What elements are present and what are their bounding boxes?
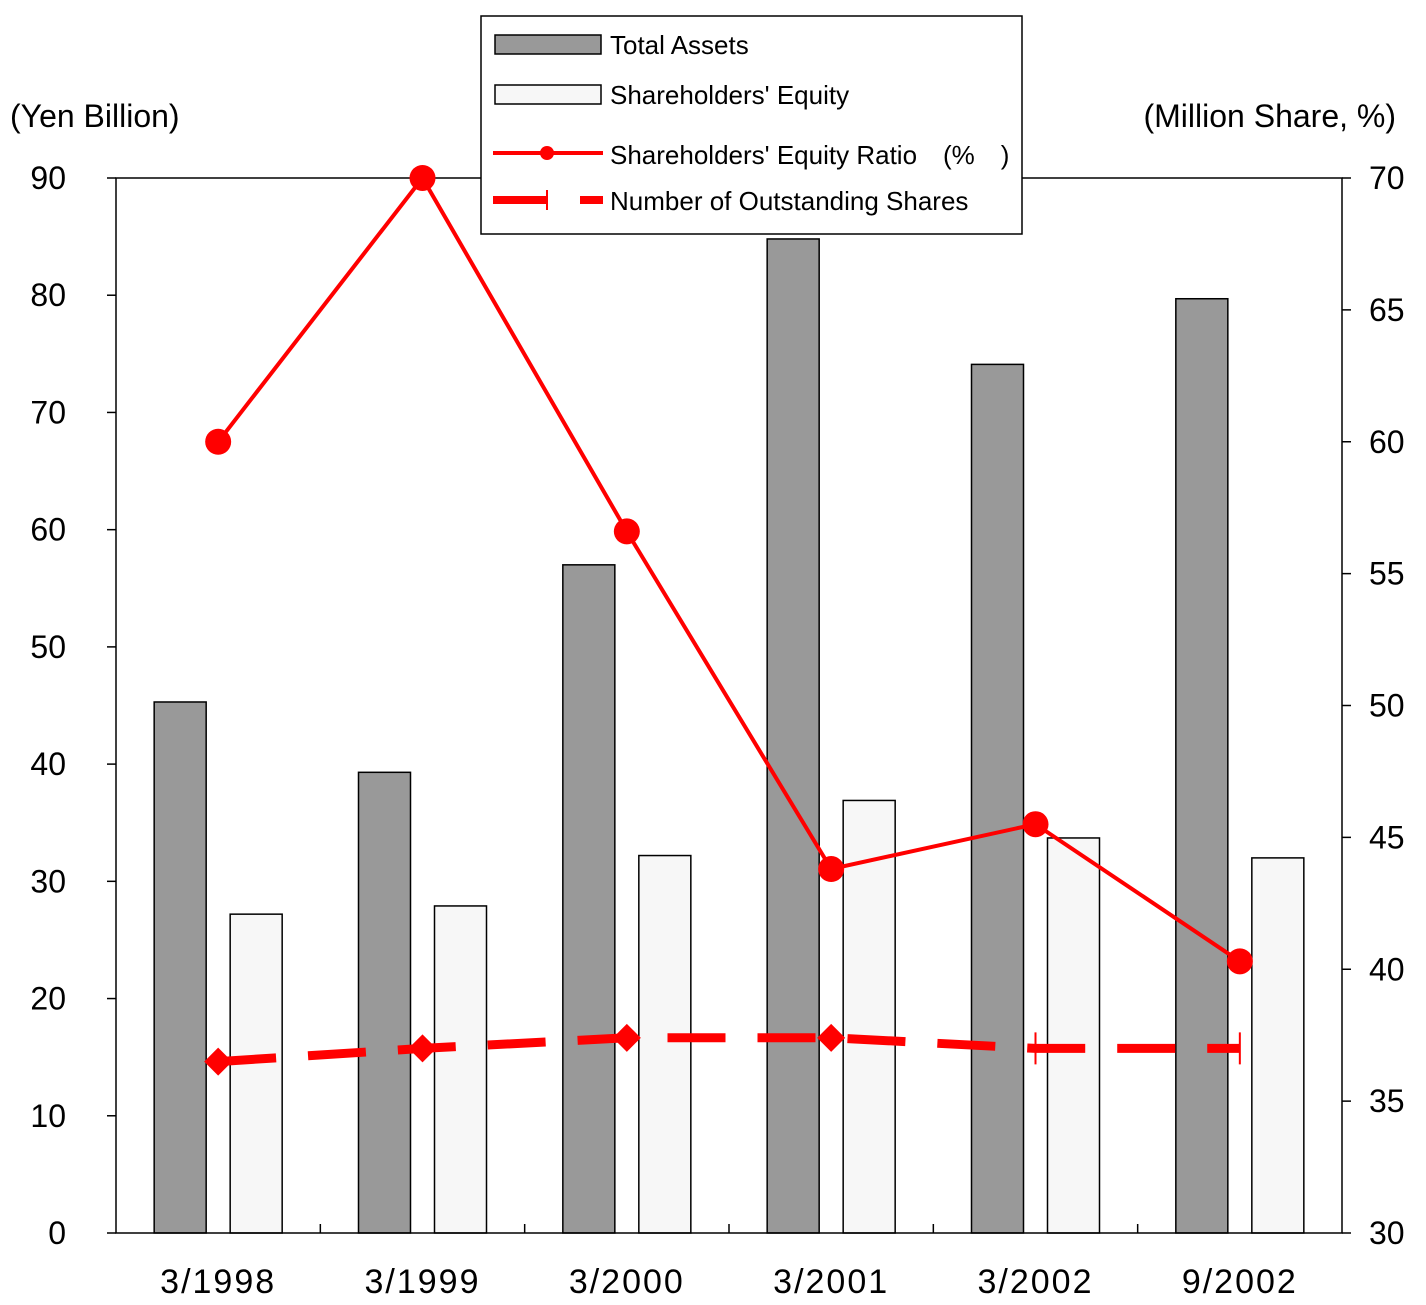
bar-total-assets <box>766 238 820 1234</box>
marker-number-of-outstanding-shares <box>408 1034 437 1063</box>
bar-shareholders-equity <box>229 913 283 1234</box>
legend-swatch-total-assets <box>494 34 602 55</box>
line-shareholders-equity-ratio <box>216 174 1241 963</box>
marker-number-of-outstanding-shares <box>204 1047 233 1076</box>
legend-label-outstanding-shares: Number of Outstanding Shares <box>610 186 968 216</box>
marker-shareholders-equity-ratio <box>1226 948 1253 975</box>
right-tick-label: 50 <box>1369 688 1405 724</box>
left-axis-label: (Yen Billion) <box>10 98 180 134</box>
right-tick-label: 30 <box>1369 1215 1405 1251</box>
bar-shareholders-equity <box>638 854 692 1234</box>
bar-shareholders-equity <box>1251 857 1305 1234</box>
right-tick-label: 35 <box>1369 1083 1405 1119</box>
category-label: 3/2001 <box>773 1263 889 1301</box>
left-tick-label: 20 <box>30 981 66 1017</box>
legend-label-equity-ratio: Shareholders' Equity Ratio (% ) <box>610 140 1009 170</box>
right-tick-label: 70 <box>1369 160 1405 196</box>
bar-shareholders-equity <box>842 799 896 1234</box>
lines-layer <box>204 165 1253 1076</box>
left-tick-label: 30 <box>30 863 66 899</box>
marker-shareholders-equity-ratio <box>1022 811 1049 838</box>
right-tick-label: 55 <box>1369 556 1405 592</box>
legend-label-total-assets: Total Assets <box>610 30 749 60</box>
category-label: 3/1998 <box>160 1263 276 1301</box>
marker-number-of-outstanding-shares <box>817 1023 846 1052</box>
marker-shareholders-equity-ratio <box>409 165 436 191</box>
left-tick-label: 60 <box>30 512 66 548</box>
marker-shareholders-equity-ratio <box>205 428 232 455</box>
right-axis-label: (Million Share, %) <box>1143 98 1396 134</box>
right-tick-label: 60 <box>1369 424 1405 460</box>
left-tick-label: 40 <box>30 746 66 782</box>
legend-label-shareholders-equity: Shareholders' Equity <box>610 80 849 110</box>
line-number-of-outstanding-shares <box>217 1033 1240 1067</box>
bar-shareholders-equity <box>1046 837 1101 1234</box>
left-tick-label: 10 <box>30 1098 66 1134</box>
bar-total-assets <box>153 701 207 1234</box>
left-tick-label: 50 <box>30 629 66 665</box>
category-label: 3/2000 <box>569 1263 685 1301</box>
left-tick-label: 90 <box>30 160 66 196</box>
axes-layer: 0 10 20 30 40 50 60 70 80 90 30 35 40 45 50 55 60 65 70 3/1… <box>30 160 1404 1301</box>
left-tick-label: 0 <box>48 1215 66 1251</box>
bar-total-assets <box>970 363 1025 1234</box>
marker-number-of-outstanding-shares <box>612 1023 641 1052</box>
right-tick-label: 45 <box>1369 819 1405 855</box>
category-label: 3/1999 <box>365 1263 481 1301</box>
category-label: 9/2002 <box>1182 1263 1298 1301</box>
legend: Total Assets Shareholders' Equity Shareh… <box>480 15 1023 235</box>
legend-marker-equity-ratio <box>540 146 554 160</box>
right-tick-label: 65 <box>1369 292 1405 328</box>
bar-total-assets <box>1175 297 1229 1234</box>
marker-shareholders-equity-ratio <box>818 856 845 883</box>
category-label: 3/2002 <box>978 1263 1094 1301</box>
left-tick-label: 80 <box>30 277 66 313</box>
legend-swatch-shareholders-equity <box>494 84 602 105</box>
left-tick-label: 70 <box>30 394 66 430</box>
bar-total-assets <box>562 564 616 1234</box>
bar-total-assets <box>357 771 412 1234</box>
right-tick-label: 40 <box>1369 951 1405 987</box>
marker-shareholders-equity-ratio <box>613 518 640 545</box>
bars-layer <box>153 238 1305 1234</box>
bar-shareholders-equity <box>433 905 488 1234</box>
